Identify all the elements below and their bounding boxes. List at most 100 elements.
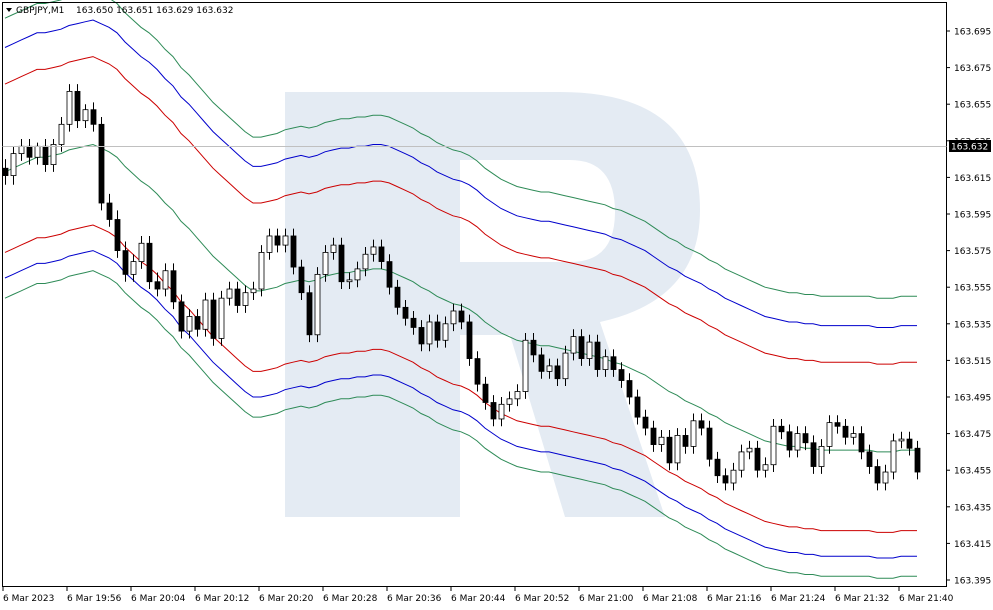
y-axis: 163.695163.675163.655163.635163.615163.5…	[946, 28, 991, 587]
candle-body	[50, 144, 57, 165]
candle-body	[130, 261, 137, 275]
candle-body	[562, 352, 569, 380]
candle-body	[698, 420, 705, 429]
y-tick-label: 163.575	[954, 247, 991, 257]
candle-body	[394, 286, 401, 308]
candle-body	[186, 316, 193, 332]
candle-body	[98, 123, 105, 204]
candle-body	[290, 235, 297, 268]
candle-body	[218, 297, 225, 339]
y-tick-label: 163.555	[954, 284, 991, 294]
candle-body	[74, 90, 81, 122]
y-tick-label: 163.655	[954, 101, 991, 111]
candle-body	[850, 433, 857, 438]
candle-body	[194, 316, 201, 330]
candle-body	[898, 438, 905, 442]
symbol-label: GBPJPY,M1	[16, 6, 64, 16]
candle-body	[594, 341, 601, 370]
candle-body	[826, 422, 833, 447]
candle-body	[122, 250, 129, 275]
candle-body	[498, 403, 505, 420]
candle-body	[546, 365, 553, 372]
candle-body	[2, 167, 9, 176]
candle-body	[858, 433, 865, 453]
y-tick-label: 163.455	[954, 467, 991, 477]
candle-body	[242, 292, 249, 306]
candle-body	[506, 398, 513, 405]
candle-body	[658, 436, 665, 445]
candle-body	[418, 327, 425, 345]
candle-body	[610, 356, 617, 370]
candlesticks	[2, 84, 921, 491]
candle-body	[258, 252, 265, 290]
y-tick-label: 163.415	[954, 540, 991, 550]
candle-body	[474, 358, 481, 385]
candle-body	[426, 321, 433, 345]
candle-body	[730, 469, 737, 484]
collapse-triangle-icon[interactable]	[6, 8, 12, 12]
x-tick-label: 6 Mar 21:08	[643, 594, 698, 604]
candle-body	[882, 471, 889, 484]
candle-body	[802, 433, 809, 444]
candle-body	[770, 425, 777, 466]
candle-body	[10, 153, 17, 176]
candle-body	[114, 219, 121, 252]
candle-body	[82, 109, 89, 122]
candle-body	[458, 310, 465, 323]
y-tick-label: 163.475	[954, 430, 991, 440]
x-tick-label: 6 Mar 21:00	[579, 594, 634, 604]
band-upper-3	[4, 0, 917, 299]
x-axis: 6 Mar 2023 6 Mar 19:56 6 Mar 20:04 6 Mar 20…	[2, 586, 954, 604]
candle-body	[602, 356, 609, 370]
ohlc-values: 163.650 163.651 163.629 163.632	[76, 6, 233, 16]
candle-body	[538, 354, 545, 372]
candle-body	[530, 339, 537, 356]
y-tick-label: 163.675	[954, 64, 991, 74]
candle-body	[306, 292, 313, 336]
candle-body	[354, 268, 361, 281]
x-tick-label: 6 Mar 21:16	[707, 594, 762, 604]
candle-body	[330, 244, 337, 253]
candle-body	[378, 246, 385, 262]
x-tick-label: 6 Mar 19:56	[67, 594, 122, 604]
candle-body	[170, 270, 177, 303]
candle-body	[282, 235, 289, 246]
x-tick-label: 6 Mar 21:40	[899, 594, 954, 604]
y-tick-label: 163.435	[954, 503, 991, 513]
candle-body	[634, 396, 641, 418]
candle-body	[466, 321, 473, 359]
band-upper-1	[4, 56, 917, 365]
candle-body	[450, 310, 457, 325]
candle-body	[866, 451, 873, 467]
candle-body	[274, 235, 281, 246]
price-tag: 163.632	[949, 140, 991, 153]
plot-frame	[2, 2, 947, 587]
y-tick-label: 163.595	[954, 211, 991, 221]
candle-body	[778, 425, 785, 433]
candle-body	[410, 317, 417, 328]
band-upper-2	[4, 19, 917, 328]
candle-body	[482, 383, 489, 403]
symbol-header: GBPJPY,M1 163.650 163.651 163.629 163.63…	[6, 6, 233, 16]
candle-body	[226, 288, 233, 299]
x-tick-label: 6 Mar 20:52	[515, 594, 569, 604]
candle-body	[890, 440, 897, 473]
candle-body	[338, 244, 345, 283]
candle-body	[154, 281, 161, 290]
candle-body	[18, 145, 25, 155]
candle-body	[786, 431, 793, 451]
y-tick-label: 163.695	[954, 28, 991, 38]
band-lower-3	[4, 270, 917, 579]
candle-body	[202, 299, 209, 330]
candle-body	[586, 341, 593, 359]
x-tick-label: 6 Mar 20:20	[259, 594, 314, 604]
candle-body	[362, 253, 369, 270]
candle-body	[346, 279, 353, 283]
candle-body	[578, 336, 585, 359]
candle-body	[754, 447, 761, 471]
x-tick-label: 6 Mar 20:44	[451, 594, 506, 604]
x-tick-label: 6 Mar 20:04	[131, 594, 186, 604]
candle-body	[690, 420, 697, 447]
y-tick-label: 163.395	[954, 577, 991, 587]
